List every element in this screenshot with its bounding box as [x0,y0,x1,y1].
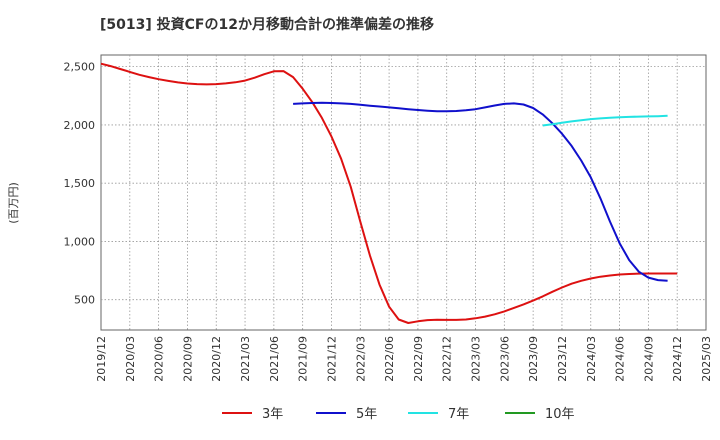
x-tick-label: 2024/09 [642,336,655,382]
y-tick-label: 1,500 [64,177,96,190]
grid-layer [101,55,706,330]
y-tick-label: 1,000 [64,235,96,248]
series-line-7年 [542,114,668,127]
x-tick-label: 2025/03 [700,336,713,382]
x-tick-label: 2021/06 [268,336,281,382]
x-tick-label: 2022/03 [354,336,367,382]
x-tick-label: 2024/03 [585,336,598,382]
x-tick-label: 2019/12 [95,336,108,382]
plot-area [100,54,707,331]
x-tick-label: 2024/06 [614,336,627,382]
x-tick-label: 2021/12 [325,336,338,382]
chart-title: [5013] 投資CFの12か月移動合計の推準偏差の推移 [100,16,434,33]
y-axis-label: (百万円) [7,182,20,224]
axis-layer: 2019/12 2020/03 2020/06 2020/09 2020/12 2021/… [64,61,714,382]
x-tick-label: 2021/09 [297,336,310,382]
x-tick-label: 2021/03 [239,336,252,382]
x-tick-label: 2020/06 [153,336,166,382]
x-tick-label: 2023/12 [556,336,569,382]
series-layer [100,62,678,324]
legend: 3年 5年 7年 10年 [222,407,575,422]
x-tick-label: 2020/12 [210,336,223,382]
x-tick-label: 2023/09 [527,336,540,382]
x-tick-label: 2020/09 [181,336,194,382]
x-tick-label: 2022/06 [383,336,396,382]
x-tick-label: 2024/12 [671,336,684,382]
legend-label: 5年 [356,407,377,422]
x-tick-label: 2022/09 [412,336,425,382]
legend-label: 3年 [262,407,283,422]
legend-label: 10年 [545,407,575,422]
x-tick-label: 2020/03 [124,336,137,382]
x-tick-label: 2023/06 [498,336,511,382]
y-tick-label: 2,000 [64,119,96,132]
series-line-5年 [293,101,668,282]
legend-label: 7年 [448,407,469,422]
y-tick-label: 2,500 [64,61,96,74]
x-tick-label: 2022/12 [441,336,454,382]
series-line-3年 [100,62,678,324]
y-tick-label: 500 [74,294,95,307]
x-tick-label: 2023/03 [470,336,483,382]
